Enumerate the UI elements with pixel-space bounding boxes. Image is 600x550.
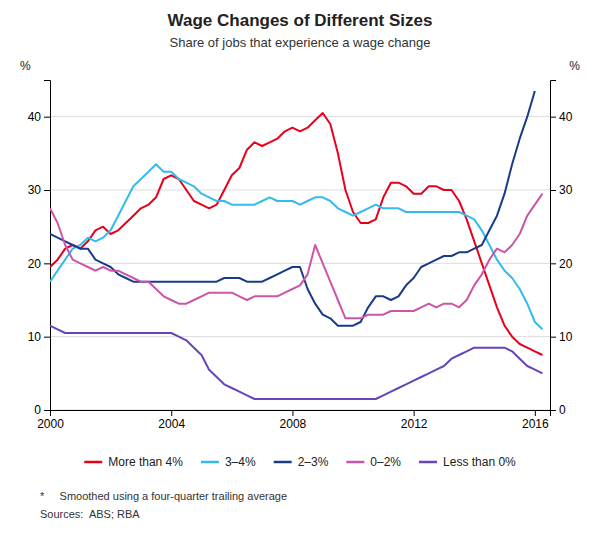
y2-tick-label: 0 — [559, 403, 566, 417]
title: Wage Changes of Different Sizes — [168, 11, 433, 30]
legend-swatch — [419, 461, 437, 464]
legend-item: More than 4% — [84, 455, 183, 469]
y2-tick-mark — [550, 410, 556, 411]
footnote: * Smoothed using a four-quarter trailing… — [40, 490, 287, 502]
y-tick-label: 30 — [28, 183, 42, 197]
legend-label: Less than 0% — [443, 455, 516, 469]
y-tick: 10 — [28, 330, 50, 344]
grid-line — [50, 336, 550, 337]
x-tick: 2012 — [401, 410, 428, 431]
y-tick: 0 — [34, 403, 50, 417]
footnotes: * Smoothed using a four-quarter trailing… — [40, 490, 287, 520]
x-tick-mark — [292, 410, 293, 416]
y2-tick-mark — [550, 337, 556, 338]
legend-item: 0–2% — [346, 455, 401, 469]
series-line — [50, 326, 542, 399]
y2-axis-label: % — [569, 59, 580, 73]
x-tick: 2016 — [522, 410, 549, 431]
y2-tick-label: 20 — [559, 257, 573, 271]
x-tick: 2000 — [37, 410, 64, 431]
legend-swatch — [84, 461, 102, 464]
y2-tick-mark — [550, 190, 556, 191]
x-tick-label: 2016 — [522, 417, 549, 431]
y-axis-label: % — [20, 59, 31, 73]
series-line — [50, 113, 542, 355]
legend-label: 0–2% — [370, 455, 401, 469]
x-tick-label: 2000 — [37, 417, 64, 431]
x-tick-mark — [171, 410, 172, 416]
y-tick-mark — [44, 263, 50, 264]
y-tick-label: 40 — [28, 110, 42, 124]
y-axis-line — [44, 81, 51, 411]
y2-tick-label: 10 — [559, 330, 573, 344]
grid-line — [50, 263, 550, 264]
y2-tick-mark — [550, 263, 556, 264]
lines — [50, 91, 542, 399]
legend-swatch — [201, 461, 219, 464]
x-tick: 2004 — [158, 410, 185, 431]
y2-tick: 40 — [550, 110, 573, 124]
y2-tick-mark — [550, 117, 556, 118]
y2-tick-label: 40 — [559, 110, 573, 124]
y2-tick-label: 30 — [559, 183, 573, 197]
y-tick: 30 — [28, 183, 50, 197]
x-tick-label: 2008 — [280, 417, 307, 431]
y-tick-label: 0 — [34, 403, 41, 417]
series-line — [50, 194, 542, 319]
legend-item: Less than 0% — [419, 455, 516, 469]
legend-item: 3–4% — [201, 455, 256, 469]
y-tick: 40 — [28, 110, 50, 124]
y2-tick: 20 — [550, 257, 573, 271]
legend-item: 2–3% — [274, 455, 329, 469]
x-axis-line — [51, 411, 551, 417]
y2-tick: 0 — [550, 403, 566, 417]
legend-label: More than 4% — [108, 455, 183, 469]
series-line — [50, 164, 542, 329]
legend: More than 4% 3–4% 2–3% 0–2% Less than 0% — [84, 455, 516, 469]
y-tick-mark — [44, 117, 50, 118]
grid-line — [50, 190, 550, 191]
x-tick-label: 2004 — [158, 417, 185, 431]
legend-swatch — [346, 461, 364, 464]
y-tick-label: 20 — [28, 257, 42, 271]
y2-tick: 30 — [550, 183, 573, 197]
y-tick: 20 — [28, 257, 50, 271]
y-axis: 0 10 20 30 40 — [28, 81, 51, 418]
grid-line — [50, 116, 550, 117]
y-tick-label: 10 — [28, 330, 42, 344]
legend-label: 3–4% — [225, 455, 256, 469]
x-tick-label: 2012 — [401, 417, 428, 431]
grid — [50, 117, 550, 410]
y2-tick: 10 — [550, 330, 573, 344]
y-tick-mark — [44, 410, 50, 411]
y-tick-mark — [44, 337, 50, 338]
x-tick: 2008 — [280, 410, 307, 431]
subtitle: Share of jobs that experience a wage cha… — [170, 35, 431, 50]
x-tick-mark — [535, 410, 536, 416]
series-line — [50, 91, 535, 326]
y-tick-mark — [44, 190, 50, 191]
legend-swatch — [274, 461, 292, 464]
chart: Wage Changes of Different Sizes Share of … — [0, 0, 600, 550]
x-tick-mark — [414, 410, 415, 416]
y2-axis-line — [551, 81, 557, 411]
y2-axis: 0 10 20 30 40 — [550, 81, 573, 418]
legend-label: 2–3% — [298, 455, 329, 469]
footnote: Sources: ABS; RBA — [40, 508, 140, 520]
x-axis: 2000 2004 2008 2012 2016 — [37, 410, 550, 431]
